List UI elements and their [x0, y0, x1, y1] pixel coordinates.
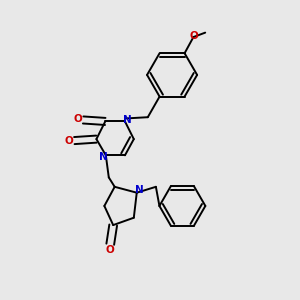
Text: O: O — [106, 244, 115, 254]
Text: O: O — [74, 114, 82, 124]
Text: N: N — [135, 185, 143, 195]
Text: O: O — [190, 31, 199, 41]
Text: N: N — [123, 115, 132, 125]
Text: O: O — [65, 136, 74, 146]
Text: N: N — [99, 152, 108, 162]
